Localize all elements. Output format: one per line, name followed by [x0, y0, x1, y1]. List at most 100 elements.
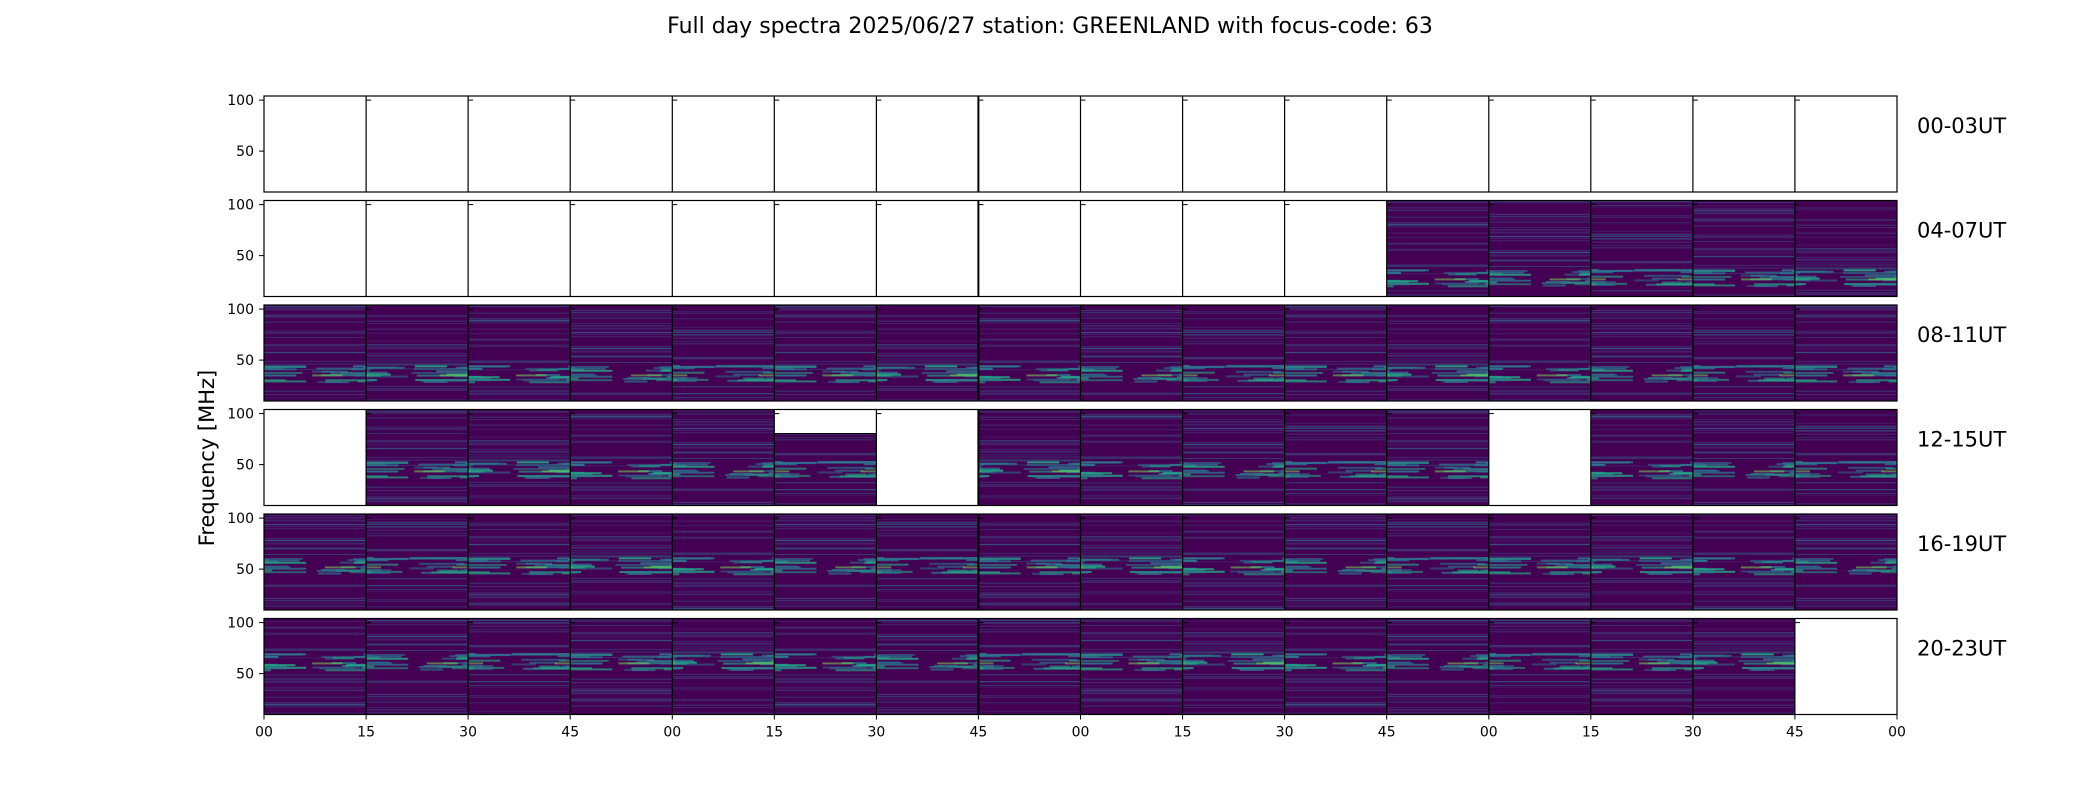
row-frame — [263, 408, 1898, 507]
row-frame — [263, 513, 1898, 611]
x-tick-label: 15 — [357, 725, 375, 741]
empty-panel — [1590, 96, 1693, 192]
empty-panel — [774, 96, 877, 192]
spectrogram-panel — [1182, 409, 1285, 506]
spectrogram-panel — [1284, 409, 1387, 506]
spectrogram-panel — [1386, 514, 1489, 610]
x-tick-label: 00 — [663, 725, 681, 741]
chart-title: Full day spectra 2025/06/27 station: GRE… — [667, 14, 1433, 39]
y-tick-label: 50 — [236, 667, 254, 683]
row-time-label: 16-19UT — [1917, 532, 2006, 556]
spectrogram-panel — [1080, 514, 1183, 610]
spectra-row: 50 100 16-19UT — [227, 511, 2006, 611]
x-tick-label: 45 — [1378, 725, 1396, 741]
empty-panel — [876, 200, 979, 297]
spectrogram-panel — [468, 514, 571, 610]
spectrogram-panel — [1284, 618, 1387, 715]
y-tick-label: 100 — [227, 93, 254, 109]
x-tick-label: 30 — [1684, 725, 1702, 741]
empty-panel — [1182, 200, 1285, 297]
row-frame — [263, 95, 1898, 193]
spectrogram-panel — [978, 305, 1081, 401]
y-tick-label: 50 — [236, 144, 254, 160]
spectrogram-panel — [570, 618, 673, 715]
spectrogram-panel — [774, 305, 877, 401]
spectrogram-panel — [978, 514, 1081, 610]
row-time-label: 04-07UT — [1917, 219, 2006, 243]
spectra-row: 50 100 04-07UT — [227, 198, 2006, 298]
spectrogram-panel — [570, 409, 673, 506]
spectrogram-panel — [1794, 305, 1897, 401]
spectrogram-panel — [1794, 514, 1897, 610]
y-tick-label: 50 — [236, 562, 254, 578]
spectrogram-panel — [1590, 305, 1693, 401]
y-tick-label: 50 — [236, 353, 254, 369]
spectrogram-panel — [876, 618, 979, 715]
x-tick-label: 15 — [765, 725, 783, 741]
spectrogram-panel — [1386, 305, 1489, 401]
spectrogram-panel — [1386, 409, 1489, 506]
empty-panel — [1794, 618, 1897, 715]
spectrogram-panel — [1488, 305, 1591, 401]
row-time-label: 20-23UT — [1917, 637, 2006, 661]
empty-panel — [1488, 409, 1591, 506]
empty-panel — [1182, 96, 1285, 192]
empty-panel — [1080, 200, 1183, 297]
spectrogram-panel — [1794, 200, 1897, 297]
spectrogram-panel — [366, 618, 469, 715]
x-tick-label: 00 — [1072, 725, 1090, 741]
x-axis: 00 15 30 45 00 15 30 45 00 15 30 45 00 15 30 45 00 — [255, 714, 1906, 741]
y-tick-label: 100 — [227, 511, 254, 527]
spectrogram-panel — [366, 409, 469, 506]
spectrogram-panel — [1182, 514, 1285, 610]
spectrogram-panel — [1692, 514, 1795, 610]
spectrogram-panel — [1080, 305, 1183, 401]
spectrogram-panel — [570, 305, 673, 401]
spectrogram-panel — [672, 409, 775, 506]
spectrogram-panel — [1692, 305, 1795, 401]
empty-panel — [774, 200, 877, 297]
y-tick-label: 100 — [227, 407, 254, 423]
spectrogram-panel — [1590, 409, 1693, 506]
spectrogram-panel — [1284, 514, 1387, 610]
x-tick-label: 00 — [1888, 725, 1906, 741]
spectrogram-panel — [672, 514, 775, 610]
empty-panel — [468, 96, 571, 192]
spectrogram-panel — [774, 618, 877, 715]
spectra-row: 50 100 08-11UT — [227, 302, 2006, 402]
spectrogram-panel — [978, 409, 1081, 506]
spectrogram-panel — [1692, 200, 1795, 297]
spectrogram-panel — [876, 305, 979, 401]
empty-panel — [264, 200, 367, 297]
y-tick-label: 100 — [227, 302, 254, 318]
empty-panel — [366, 200, 469, 297]
spectrogram-panel — [366, 514, 469, 610]
empty-panel — [264, 409, 367, 506]
spectrogram-panel — [1284, 305, 1387, 401]
row-frame — [263, 304, 1898, 402]
y-tick-label: 100 — [227, 198, 254, 214]
y-tick-label: 50 — [236, 458, 254, 474]
row-time-label: 12-15UT — [1917, 428, 2006, 452]
spectrogram-panel — [1488, 514, 1591, 610]
x-tick-label: 30 — [459, 725, 477, 741]
empty-panel — [1080, 96, 1183, 192]
spectrogram-panel — [468, 409, 571, 506]
spectrogram-panel — [1692, 409, 1795, 506]
row-frame — [263, 199, 1898, 298]
spectrogram-panel — [1488, 618, 1591, 715]
spectrogram-panel — [774, 514, 877, 610]
x-tick-label: 00 — [1480, 725, 1498, 741]
empty-panel — [978, 96, 1081, 192]
x-tick-label: 30 — [1276, 725, 1294, 741]
empty-panel — [1284, 96, 1387, 192]
spectra-row: 50 100 12-15UT — [227, 407, 2006, 507]
spectrogram-panel — [1080, 618, 1183, 715]
empty-panel — [1386, 96, 1489, 192]
spectrogram-panel — [1182, 618, 1285, 715]
empty-panel — [876, 96, 979, 192]
spectrogram-panel — [366, 305, 469, 401]
empty-panel — [876, 409, 979, 506]
y-tick-label: 50 — [236, 249, 254, 265]
